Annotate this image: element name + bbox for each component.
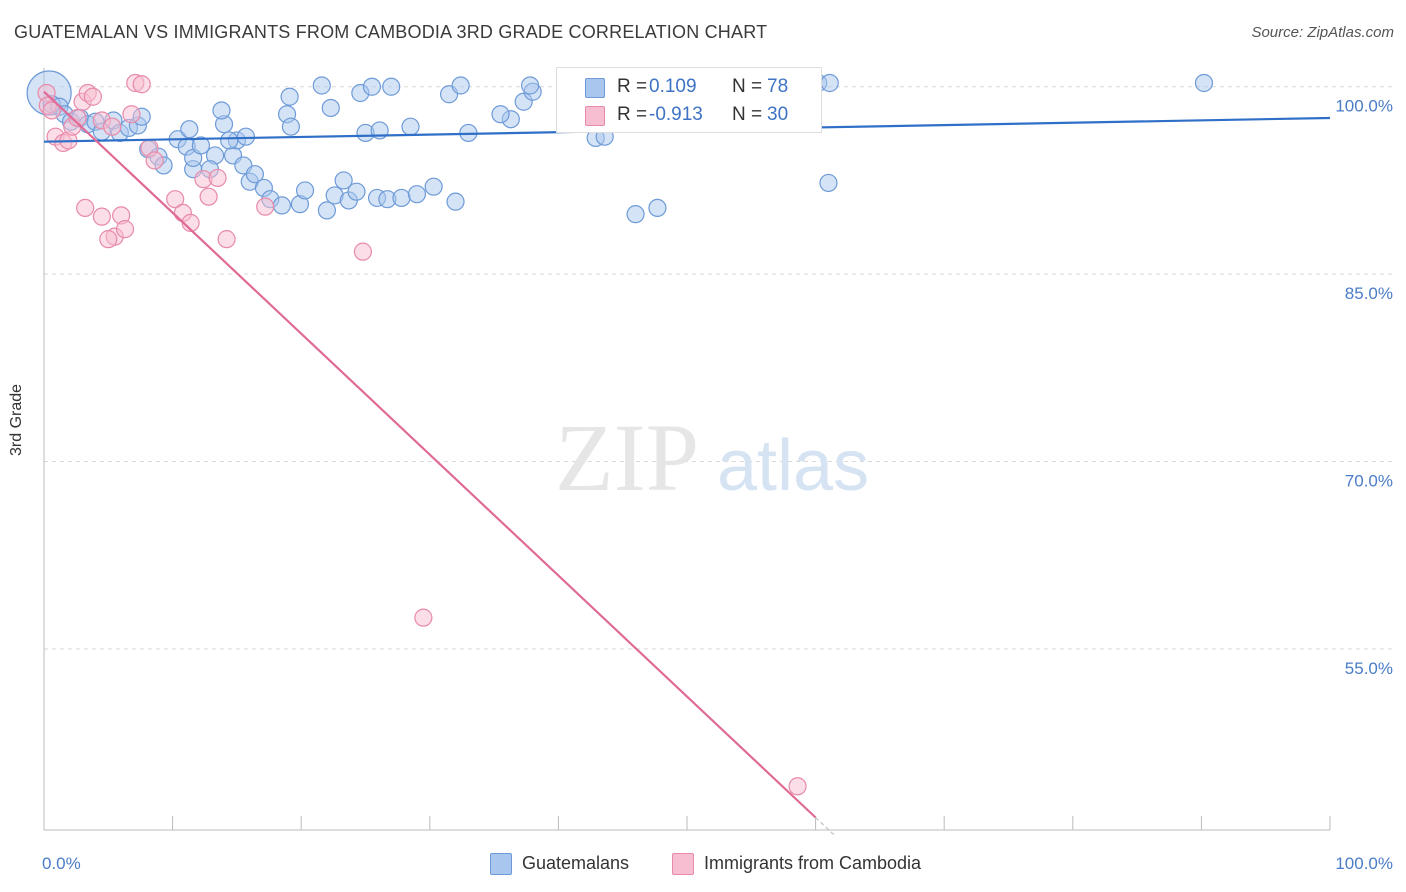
point-cambodia [145,151,164,170]
legend-label-guatemalans: Guatemalans [522,853,630,873]
tick-labels: 100.0% 85.0% 70.0% 55.0% 0.0% 100.0% [42,97,1393,873]
y-tick-label: 55.0% [1345,659,1393,678]
point-cambodia [83,87,102,106]
point-guatemalans [321,98,340,118]
point-cambodia [115,220,135,239]
legend-label-cambodia: Immigrants from Cambodia [704,853,922,873]
legend-r-label: R = [617,76,648,97]
series-guatemalans [26,70,1214,224]
point-cambodia [122,105,141,124]
point-guatemalans [347,182,366,201]
source-label: Source: ZipAtlas.com [1251,24,1394,41]
legend-r-value: 0.109 [649,76,697,97]
point-guatemalans [245,165,265,184]
point-cambodia [166,190,185,209]
x-tick-label: 0.0% [42,854,81,873]
point-cambodia [414,608,433,627]
point-guatemalans [334,171,353,190]
x-tick-label: 100.0% [1335,854,1393,873]
legend-row-cambodia: R = -0.913 N = 30 [557,100,821,128]
y-tick-label: 100.0% [1335,97,1393,116]
point-guatemalans [312,76,331,95]
point-guatemalans [382,77,401,96]
legend-n-value: 78 [767,76,789,97]
trend-line-cambodia [43,90,817,819]
point-cambodia [42,101,61,120]
point-guatemalans [521,76,540,95]
point-cambodia [353,242,373,261]
point-guatemalans [491,105,510,124]
legend-n-value: 30 [767,104,789,125]
legend-n-label: N = [732,104,763,125]
point-cambodia [132,75,151,94]
point-cambodia [68,108,87,128]
legend-swatch-blue [585,78,605,98]
watermark-atlas: atlas [717,426,869,506]
y-tick-label: 85.0% [1345,284,1393,303]
y-tick-label: 70.0% [1345,471,1393,490]
point-guatemalans [317,201,337,220]
point-guatemalans [295,181,315,200]
point-guatemalans [281,117,301,136]
point-guatemalans [820,73,839,93]
legend-swatch-pink [672,853,694,875]
chart-title: GUATEMALAN VS IMMIGRANTS FROM CAMBODIA 3… [14,22,768,42]
legend-r-value: -0.913 [649,104,703,125]
legend-r-label: R = [617,104,648,125]
legend-swatch-blue [490,853,512,875]
point-guatemalans [280,87,299,106]
point-guatemalans [401,117,420,136]
point-cambodia [199,187,218,206]
point-guatemalans [220,131,239,150]
point-guatemalans [446,192,465,211]
point-cambodia [76,198,95,218]
point-cambodia [99,230,118,249]
point-guatemalans [236,127,256,146]
watermark-zip: ZIP [555,404,699,511]
point-guatemalans [180,120,199,139]
point-guatemalans [451,76,470,95]
point-cambodia [208,168,227,188]
point-cambodia [103,117,122,136]
legend-row-guatemalans: R = 0.109 N = 78 [557,72,821,100]
axes [43,68,1331,831]
point-guatemalans [819,173,838,193]
point-cambodia [92,207,111,226]
correlation-legend: R = 0.109 N = 78 R = -0.913 N = 30 [556,67,822,133]
point-cambodia [788,777,807,796]
point-guatemalans [272,196,292,215]
point-cambodia [256,197,275,216]
point-guatemalans [362,77,382,96]
point-guatemalans [424,177,443,196]
trend-line-cambodia-extension [815,816,836,837]
point-guatemalans [392,188,411,208]
point-guatemalans [191,136,210,155]
point-guatemalans [648,198,667,218]
watermark: ZIP atlas [555,404,869,511]
point-guatemalans [212,101,231,120]
legend-n-label: N = [732,76,763,97]
point-guatemalans [407,185,427,204]
point-guatemalans [626,205,645,224]
point-cambodia [217,230,236,249]
legend-swatch-pink [585,106,605,126]
point-guatemalans [1194,73,1214,93]
